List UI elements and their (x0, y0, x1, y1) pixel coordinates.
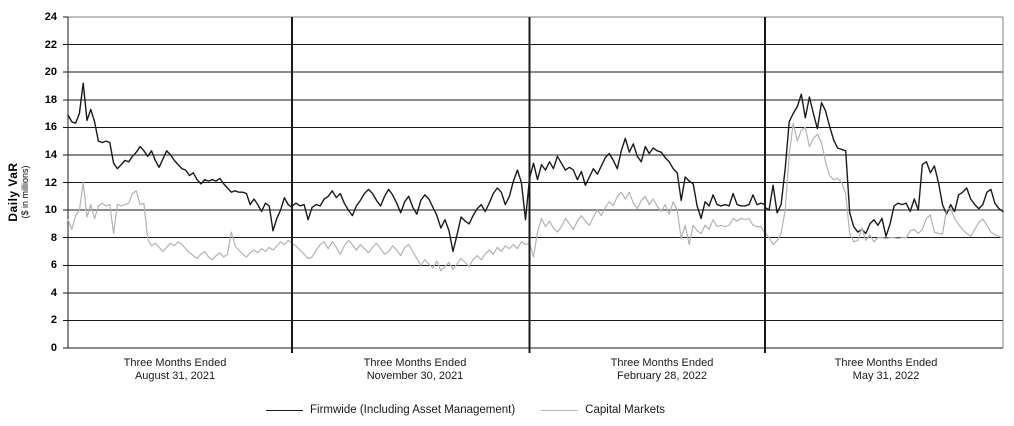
x-axis-period-label: Three Months Ended August 31, 2021 (85, 357, 265, 383)
capital-markets-series-line (67, 122, 1004, 272)
firmwide-series-line (67, 82, 1004, 253)
period-label-line1: Three Months Ended (610, 357, 714, 369)
period-label-line2: November 30, 2021 (366, 370, 464, 382)
y-axis-title: Daily VaR (5, 162, 20, 222)
y-axis-title-group: Daily VaR ($ in millions) (1, 112, 35, 272)
legend-item-firmwide: Firmwide (Including Asset Management) (266, 403, 515, 417)
legend-label: Firmwide (Including Asset Management) (310, 404, 516, 416)
period-label-line1: Three Months Ended (123, 357, 227, 369)
y-axis-tick-label: 4 (50, 286, 57, 299)
y-axis-tick-label: 2 (50, 314, 57, 327)
legend-line-sample (266, 409, 303, 411)
y-axis-tick-label: 8 (50, 231, 57, 244)
y-axis-tick-label: 16 (44, 121, 57, 134)
y-axis-tick-label: 18 (44, 93, 57, 106)
legend-line-sample (541, 409, 579, 411)
x-axis-period-label: Three Months Ended February 28, 2022 (572, 357, 752, 383)
y-axis-tick-label: 0 (50, 342, 57, 354)
y-axis-tick-label: 24 (44, 11, 57, 23)
y-axis-tick-label: 10 (44, 204, 57, 217)
period-label-line2: May 31, 2022 (852, 370, 920, 382)
x-axis-period-label: Three Months Ended May 31, 2022 (796, 357, 976, 383)
legend-item-capital-markets: Capital Markets (541, 403, 665, 417)
y-axis-tick-label: 20 (44, 66, 57, 79)
period-label-line1: Three Months Ended (363, 357, 467, 369)
y-axis-tick-label: 22 (44, 38, 57, 51)
y-axis-tick-label: 6 (50, 259, 57, 272)
y-axis-tick-label: 12 (44, 176, 57, 189)
chart-legend: Firmwide (Including Asset Management) Cap… (266, 403, 665, 417)
period-label-line2: February 28, 2022 (617, 370, 707, 382)
y-axis-tick-label: 14 (44, 148, 57, 161)
y-axis-subtitle: ($ in millions) (19, 165, 30, 219)
period-label-line1: Three Months Ended (834, 357, 938, 369)
period-label-line2: August 31, 2021 (134, 370, 216, 382)
x-axis-period-label: Three Months Ended November 30, 2021 (325, 357, 505, 383)
legend-label: Capital Markets (585, 404, 666, 416)
